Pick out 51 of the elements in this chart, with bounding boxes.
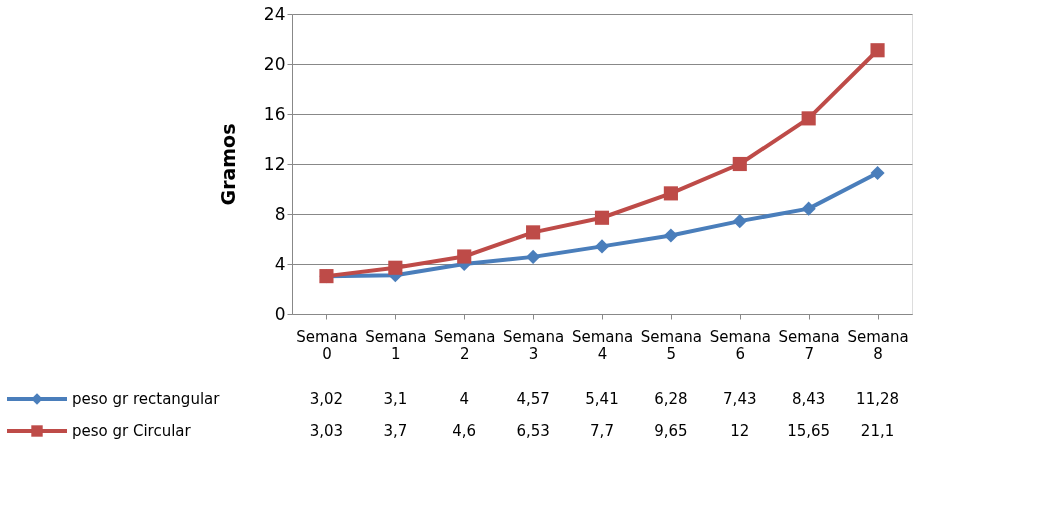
y-tick-label: 0 [274,303,286,324]
data-label: 4 [459,390,469,408]
point [870,165,885,181]
x-tick-label: Semana 1 [365,327,427,363]
data-label: 8,43 [791,390,826,408]
point [663,186,678,201]
point [663,228,678,243]
data-label: 12 [730,422,750,440]
x-tick-label: Semana 3 [502,327,565,363]
point [732,156,747,172]
y-tick-label: 24 [263,3,286,24]
data-label: 3,1 [383,390,408,408]
data-label: 6,28 [654,390,688,408]
data-label: 6,53 [516,422,550,440]
x-tick-label: Semana 5 [640,327,703,363]
legend-label: peso gr Circular [72,422,192,440]
y-tick-label: 8 [274,203,286,224]
y-tick-label: 12 [263,153,286,174]
x-tick-label: Semana 7 [778,327,840,363]
x-tick-label: Semana 4 [571,327,634,363]
point [594,239,610,254]
data-label: 4,57 [516,390,550,408]
legend-label: peso gr rectangular [72,390,221,408]
data-label: 5,41 [585,390,619,408]
y-tick-label: 16 [263,103,286,124]
point [526,225,541,240]
y-tick-label: 4 [274,253,286,274]
data-label: 7,7 [590,422,614,440]
data-label: 9,65 [654,422,688,440]
data-label: 15,65 [787,422,831,440]
y-tick-label: 20 [263,53,286,74]
data-label: 3,7 [383,422,408,440]
y-axis-title: Gramos [216,123,239,206]
data-label: 3,03 [309,422,344,440]
data-label: 4,6 [452,422,477,440]
point [801,201,816,216]
data-label: 7,43 [723,390,757,408]
data-label: 3,02 [309,390,344,408]
x-tick-label: Semana 8 [847,327,909,363]
point [457,249,472,264]
x-tick-label: Semana 0 [296,327,358,363]
point [732,214,747,229]
x-tick-label: Semana 2 [434,327,496,363]
point [526,249,541,264]
point [870,43,885,58]
x-tick-label: Semana 6 [709,327,771,363]
data-label: 21,1 [860,422,895,440]
point [388,260,403,275]
point [594,210,610,225]
point [801,111,816,126]
data-label: 11,28 [856,390,900,408]
